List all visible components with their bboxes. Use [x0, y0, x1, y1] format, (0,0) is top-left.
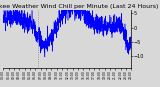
Title: Milwaukee Weather Wind Chill per Minute (Last 24 Hours): Milwaukee Weather Wind Chill per Minute …	[0, 4, 158, 9]
